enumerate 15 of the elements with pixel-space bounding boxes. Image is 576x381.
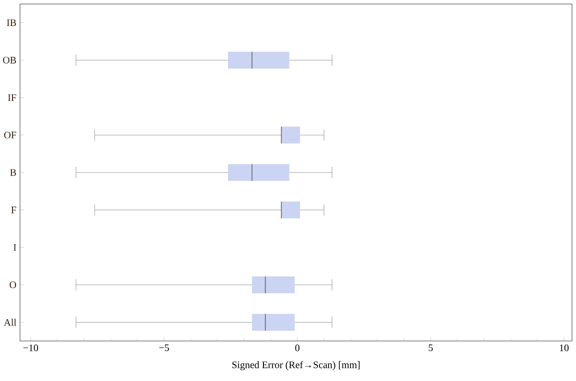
x-tick-label: 5 — [428, 344, 433, 352]
x-tick-label: −5 — [159, 344, 169, 352]
x-axis-title: Signed Error (Ref→Scan) [mm] — [232, 361, 360, 370]
y-tick-label: OB — [3, 56, 16, 64]
y-tick-label: All — [4, 318, 16, 326]
y-tick-label: IB — [6, 19, 16, 26]
x-tick-label: 0 — [295, 344, 300, 352]
y-tick-label: IF — [8, 94, 16, 101]
x-tick-label: 10 — [560, 344, 569, 352]
y-tick-label: B — [10, 169, 16, 176]
y-tick-label: O — [10, 281, 16, 288]
x-tick-label: −10 — [23, 344, 38, 352]
y-tick-label: I — [14, 244, 16, 251]
y-tick-label: F — [11, 206, 16, 214]
y-tick-label: OF — [4, 132, 16, 138]
